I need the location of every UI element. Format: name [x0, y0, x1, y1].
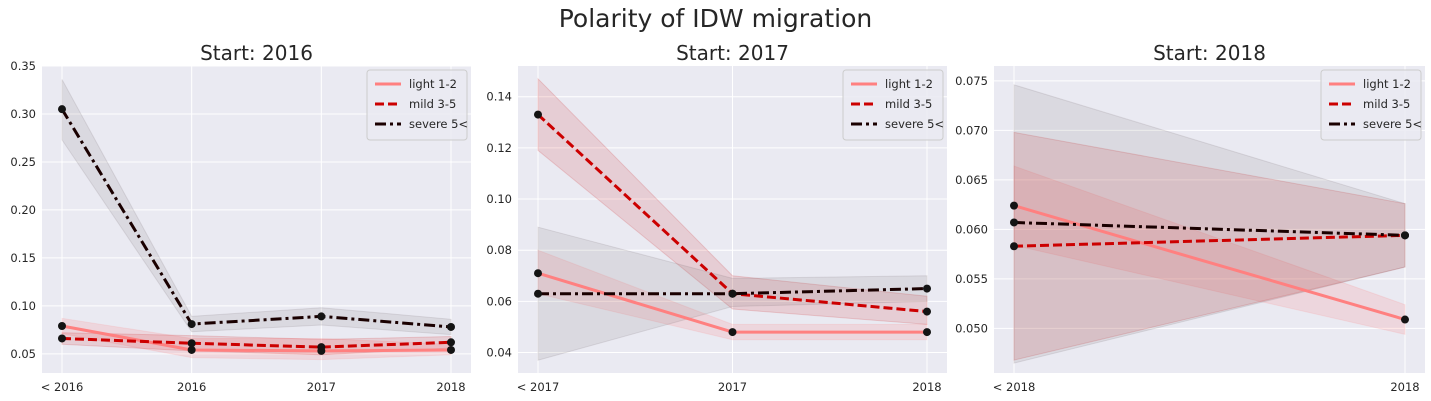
- legend-label-light: light 1-2: [1363, 77, 1411, 91]
- data-point-light: [1401, 315, 1409, 324]
- data-point-mild: [317, 343, 326, 352]
- data-point-mild: [187, 339, 196, 348]
- confidence-band-severe: [1013, 84, 1406, 364]
- data-point-mild: [58, 334, 66, 343]
- confidence-band-severe: [61, 79, 452, 336]
- y-tick-label: 0.065: [955, 173, 988, 187]
- y-tick-label: 0.070: [955, 123, 988, 137]
- data-point-severe: [317, 312, 326, 321]
- chart-title: Start: 2016: [200, 41, 313, 65]
- data-point-severe: [1010, 218, 1018, 227]
- data-point-mild: [534, 110, 542, 119]
- y-tick-label: 0.055: [955, 272, 988, 286]
- legend: light 1-2 mild 3-5 severe 5<: [1320, 69, 1422, 141]
- chart-title: Start: 2017: [676, 41, 789, 65]
- y-tick-label: 0.15: [10, 251, 36, 265]
- y-tick-label: 0.05: [10, 347, 36, 361]
- data-point-mild: [1010, 242, 1018, 251]
- data-point-light: [534, 269, 542, 278]
- series-line-severe: [60, 108, 452, 329]
- data-point-severe: [534, 289, 542, 298]
- y-tick-label: 0.14: [486, 90, 512, 104]
- x-tick-label: 2017: [718, 380, 747, 394]
- confidence-band-mild: [1013, 131, 1406, 361]
- legend-label-mild: mild 3-5: [885, 97, 932, 111]
- x-tick-label: < 2016: [41, 380, 84, 394]
- data-point-mild: [923, 307, 931, 316]
- confidence-band-mild: [537, 77, 928, 325]
- data-point-light: [923, 328, 931, 337]
- x-tick-label: 2018: [1390, 380, 1419, 394]
- x-tick-label: 2016: [177, 380, 206, 394]
- x-tick-label: < 2017: [517, 380, 560, 394]
- legend-label-severe: severe 5<: [1363, 117, 1422, 131]
- x-tick-label: 2017: [307, 380, 336, 394]
- y-tick-label: 0.25: [10, 155, 36, 169]
- data-point-severe: [923, 284, 931, 293]
- data-point-mild: [447, 338, 455, 347]
- series-line-severe: [538, 287, 928, 296]
- chart-panel-2: 0.04 0.06 0.08 0.10 0.12 0.14 < 2017 2017 2018 St…: [486, 41, 947, 394]
- legend-label-severe: severe 5<: [409, 117, 468, 131]
- legend-label-light: light 1-2: [409, 77, 457, 91]
- data-point-severe: [58, 105, 66, 114]
- y-tick-label: 0.06: [486, 294, 512, 308]
- y-tick-label: 0.04: [486, 346, 512, 360]
- x-tick-label: < 2018: [993, 380, 1036, 394]
- data-point-light: [187, 345, 196, 354]
- chart-panel-1: 0.05 0.10 0.15 0.20 0.25 0.30 0.35 < 2016 2016 20…: [10, 41, 471, 394]
- y-tick-label: 0.075: [955, 74, 988, 88]
- y-tick-label: 0.10: [486, 192, 512, 206]
- data-point-severe: [1401, 231, 1409, 240]
- y-tick-label: 0.060: [955, 222, 988, 236]
- data-point-severe: [447, 322, 455, 331]
- y-tick-label: 0.08: [486, 243, 512, 257]
- y-tick-label: 0.10: [10, 299, 36, 313]
- chart-title: Start: 2018: [1153, 41, 1266, 65]
- data-point-light: [728, 328, 737, 337]
- legend-label-light: light 1-2: [885, 77, 933, 91]
- legend-label-mild: mild 3-5: [1363, 97, 1410, 111]
- data-point-severe: [187, 320, 196, 329]
- data-point-light: [58, 321, 66, 330]
- series-line-light: [1013, 204, 1406, 321]
- legend: light 1-2 mild 3-5 severe 5<: [842, 69, 944, 141]
- y-tick-label: 0.20: [10, 203, 36, 217]
- legend: light 1-2 mild 3-5 severe 5<: [366, 69, 468, 141]
- series-line-light: [61, 324, 452, 353]
- y-tick-label: 0.30: [10, 107, 36, 121]
- y-tick-label: 0.050: [955, 321, 988, 335]
- x-tick-label: 2018: [912, 380, 941, 394]
- data-point-severe: [728, 289, 737, 298]
- x-tick-label: 2018: [436, 380, 465, 394]
- data-point-light: [1010, 201, 1018, 210]
- figure-title: Polarity of IDW migration: [558, 4, 873, 33]
- chart-panel-3: 0.050 0.055 0.060 0.065 0.070 0.075 < 2018 2018…: [955, 41, 1425, 394]
- legend-label-mild: mild 3-5: [409, 97, 456, 111]
- legend-label-severe: severe 5<: [885, 117, 944, 131]
- y-tick-label: 0.35: [10, 59, 36, 73]
- data-point-light: [447, 345, 455, 354]
- series-line-mild: [1013, 233, 1406, 248]
- y-tick-label: 0.12: [486, 141, 512, 155]
